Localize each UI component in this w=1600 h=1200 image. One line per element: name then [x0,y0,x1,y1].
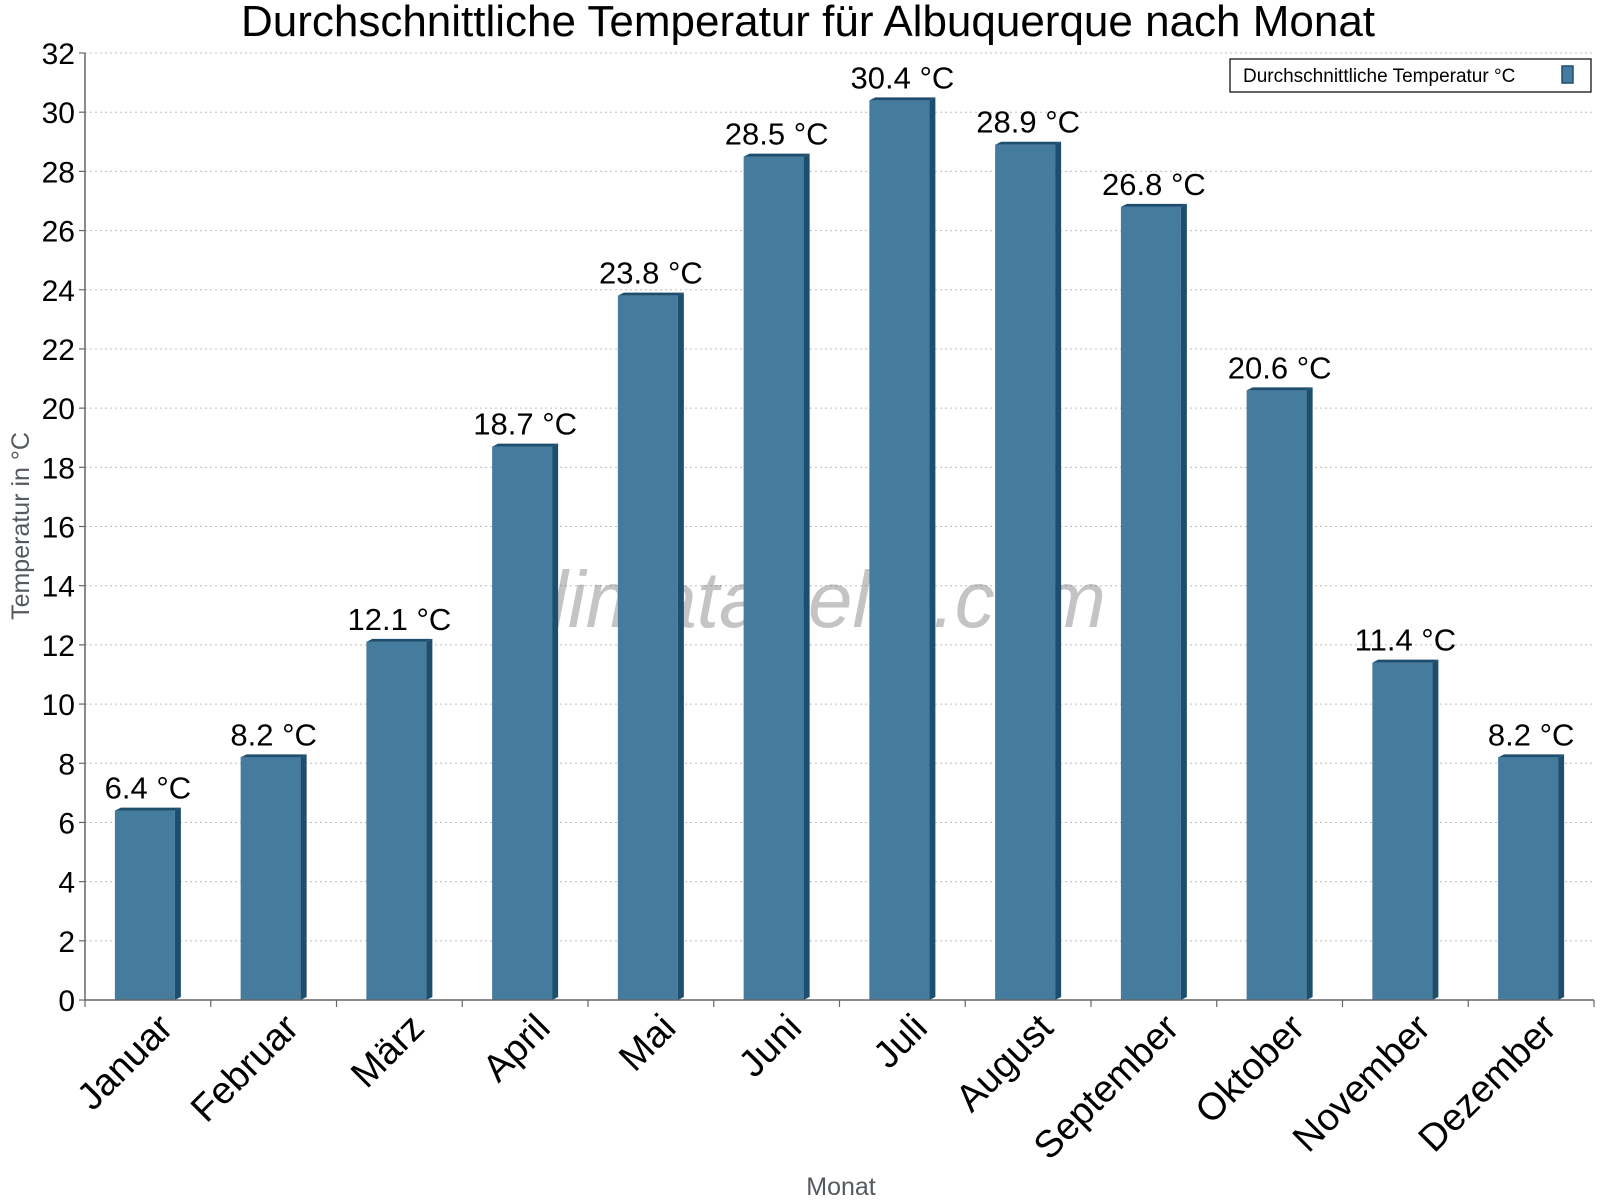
bar-side [1558,754,1565,1000]
data-label: 8.2 °C [230,717,317,752]
y-tick-label: 28 [42,156,75,189]
bar-top [743,153,810,157]
bar [995,141,1062,1001]
bar-face [743,156,804,1000]
bar-face [1498,757,1559,1000]
bar-top [240,754,307,758]
bar-face [114,810,175,1000]
data-label: 28.5 °C [725,117,829,152]
bar-top [869,97,936,101]
bar-top [617,292,684,296]
bar-face [1120,206,1181,1000]
bar-face [240,757,301,1000]
y-axis-label: Temperatur in °C [7,432,35,620]
bar [1246,387,1313,1000]
bar [1120,203,1187,1000]
bar [617,292,684,1000]
y-tick-label: 20 [42,393,75,426]
bar-face [1246,390,1307,1000]
y-tick-label: 18 [42,452,75,485]
bar-face [1372,662,1433,1000]
bar [743,153,810,1000]
gridlines [85,52,1594,942]
data-label: 8.2 °C [1488,717,1575,752]
bar-top [995,141,1062,145]
y-tick-label: 24 [42,275,75,308]
y-tick-label: 4 [58,867,75,900]
y-tick-label: 26 [42,216,75,249]
bar [492,443,559,1000]
legend-swatch [1561,65,1574,84]
bar-side [174,807,181,1000]
bar-side [1055,141,1062,1001]
data-label: 12.1 °C [348,602,452,637]
bar-top [1120,203,1187,207]
bar-top [1372,659,1439,663]
y-tick-label: 6 [58,807,75,840]
bar-side [552,443,559,1000]
bar-face [869,100,930,1001]
bar-side [426,638,433,1000]
y-tick-label: 8 [58,748,75,781]
bar-side [803,153,810,1000]
bar-face [492,446,553,1000]
legend: Durchschnittliche Temperatur °C [1229,58,1592,93]
legend-box [1229,58,1592,93]
data-label: 23.8 °C [599,256,703,291]
y-tick-label: 32 [42,38,75,71]
data-label: 28.9 °C [976,105,1080,140]
y-tick-label: 12 [42,630,75,663]
bar-top [492,443,559,447]
bars [114,97,1565,1001]
y-tick-label: 10 [42,689,75,722]
bar [114,807,181,1000]
bar-side [300,754,307,1000]
bar [1498,754,1565,1000]
y-tick-label: 22 [42,334,75,367]
y-tick-label: 30 [42,97,75,130]
bar [1372,659,1439,1000]
bar-top [1498,754,1565,758]
bar [366,638,433,1000]
data-label: 18.7 °C [473,407,577,442]
y-tick-label: 14 [42,571,75,604]
data-labels: 6.4 °C 8.2 °C 12.1 °C 18.7 °C 23.8 °C 28.5 °C… [105,60,1575,805]
bar-side [1432,659,1439,1000]
legend-label: Durchschnittliche Temperatur °C [1243,66,1515,87]
data-label: 20.6 °C [1228,350,1332,385]
bar-side [1180,203,1187,1000]
data-label: 6.4 °C [105,771,192,806]
bar [869,97,936,1001]
bar-side [1306,387,1313,1000]
y-tick-label: 2 [58,926,75,959]
data-label: 30.4 °C [851,60,955,95]
bar-side [929,97,936,1001]
bar-face [617,295,678,1000]
bar-side [677,292,684,1000]
y-tick-label: 16 [42,512,75,545]
data-label: 11.4 °C [1355,623,1456,658]
x-axis-label: Monat [806,1173,876,1200]
chart-title: Durchschnittliche Temperatur für Albuque… [241,0,1375,46]
bar-top [1246,387,1313,391]
y-tick-label: 0 [58,985,75,1018]
bar-top [366,638,433,642]
bar-face [995,144,1056,1001]
bar [240,754,307,1000]
bar-top [114,807,181,811]
bar-face [366,641,427,1000]
data-label: 26.8 °C [1102,167,1206,202]
